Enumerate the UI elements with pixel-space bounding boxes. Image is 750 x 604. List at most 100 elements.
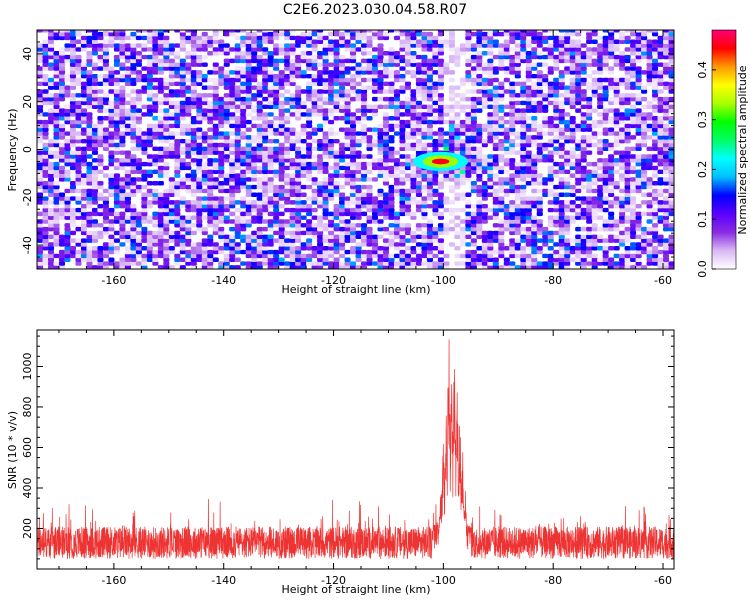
heatmap-cell	[355, 188, 362, 194]
heatmap-cell	[525, 58, 532, 64]
heatmap-cell	[476, 127, 483, 132]
heatmap-cell	[388, 257, 395, 262]
heatmap-cell	[470, 131, 477, 136]
heatmap-cell	[597, 161, 604, 167]
heatmap-cell	[69, 70, 77, 75]
heatmap-cell	[558, 77, 565, 83]
heatmap-cell	[135, 127, 142, 132]
heatmap-cell	[520, 165, 527, 171]
heatmap-cell	[377, 30, 384, 33]
heatmap-cell	[602, 207, 609, 213]
heatmap-cell	[212, 215, 219, 220]
heatmap-cell	[547, 181, 554, 186]
heatmap-cell	[267, 188, 274, 194]
heatmap-cell	[300, 43, 307, 48]
heatmap-cell	[69, 246, 77, 251]
heatmap-cell	[531, 54, 538, 60]
heatmap-cell	[410, 177, 417, 182]
heatmap-cell	[377, 261, 384, 266]
heatmap-cell	[251, 77, 258, 83]
heatmap-cell	[339, 184, 346, 190]
heatmap-cell	[525, 93, 532, 98]
heatmap-cell	[174, 66, 181, 71]
heatmap-cell	[536, 150, 543, 155]
heatmap-cell	[492, 215, 499, 220]
heatmap-cell	[509, 173, 516, 178]
heatmap-cell	[355, 89, 362, 94]
heatmap-cell	[124, 196, 131, 201]
heatmap-cell	[245, 234, 252, 240]
heatmap-cell	[492, 192, 499, 197]
heatmap-cell	[196, 158, 203, 163]
heatmap-cell	[119, 215, 126, 220]
heatmap-cell	[470, 54, 477, 60]
heatmap-cell	[514, 265, 521, 269]
heatmap-cell	[47, 100, 55, 106]
heatmap-cell	[487, 173, 494, 178]
heatmap-cell	[498, 238, 505, 243]
heatmap-cell	[404, 85, 412, 90]
heatmap-cell	[240, 73, 247, 79]
heatmap-cell	[146, 257, 153, 262]
heatmap-cell	[311, 161, 318, 167]
heatmap-cell	[262, 30, 269, 33]
heatmap-cell	[322, 169, 329, 174]
heatmap-cell	[157, 30, 164, 33]
heatmap-cell	[289, 73, 296, 79]
heatmap-cell	[289, 81, 296, 87]
heatmap-cell	[410, 100, 417, 106]
heatmap-cell	[328, 165, 335, 171]
heatmap-cell	[371, 77, 379, 83]
heatmap-cell	[421, 96, 428, 102]
heatmap-cell	[141, 73, 148, 79]
heatmap-cell	[174, 158, 181, 163]
heatmap-cell	[168, 93, 175, 98]
heatmap-cell	[174, 138, 181, 144]
heatmap-cell	[492, 104, 499, 109]
heatmap-cell	[185, 242, 192, 247]
heatmap-cell	[163, 150, 170, 155]
heatmap-cell	[53, 161, 60, 167]
heatmap-cell	[102, 39, 109, 44]
heatmap-cell	[322, 181, 329, 186]
heatmap-cell	[163, 165, 170, 171]
heatmap-cell	[371, 200, 379, 205]
heatmap-cell	[371, 85, 379, 90]
heatmap-cell	[448, 108, 455, 113]
heatmap-cell	[586, 234, 593, 240]
heatmap-cell	[421, 253, 428, 259]
heatmap-cell	[207, 119, 214, 125]
heatmap-cell	[580, 116, 587, 121]
heatmap-cell	[135, 249, 142, 255]
heatmap-cell	[163, 108, 170, 113]
heatmap-cell	[130, 257, 137, 262]
heatmap-cell	[97, 47, 104, 52]
heatmap-cell	[234, 257, 241, 262]
heatmap-cell	[273, 253, 280, 259]
heatmap-cell	[69, 181, 77, 186]
heatmap-cell	[157, 116, 164, 121]
heatmap-cell	[311, 261, 318, 266]
heatmap-cell	[64, 169, 71, 174]
heatmap-cell	[289, 242, 296, 247]
heatmap-cell	[465, 219, 472, 224]
heatmap-cell	[289, 51, 296, 56]
heatmap-cell	[393, 51, 401, 56]
heatmap-cell	[256, 93, 263, 98]
heatmap-cell	[586, 112, 593, 117]
heatmap-cell	[459, 108, 466, 113]
heatmap-cell	[130, 81, 137, 87]
heatmap-cell	[597, 203, 604, 209]
heatmap-cell	[240, 116, 247, 121]
heatmap-cell	[278, 226, 285, 232]
heatmap-cell	[157, 108, 164, 113]
heatmap-cell	[613, 100, 620, 106]
heatmap-cell	[141, 203, 148, 209]
heatmap-cell	[393, 169, 401, 174]
heatmap-cell	[366, 207, 373, 213]
heatmap-cell	[443, 62, 450, 67]
heatmap-cell	[240, 173, 247, 178]
heatmap-cell	[53, 66, 60, 71]
heatmap-cell	[360, 196, 368, 201]
heatmap-cell	[201, 173, 208, 178]
